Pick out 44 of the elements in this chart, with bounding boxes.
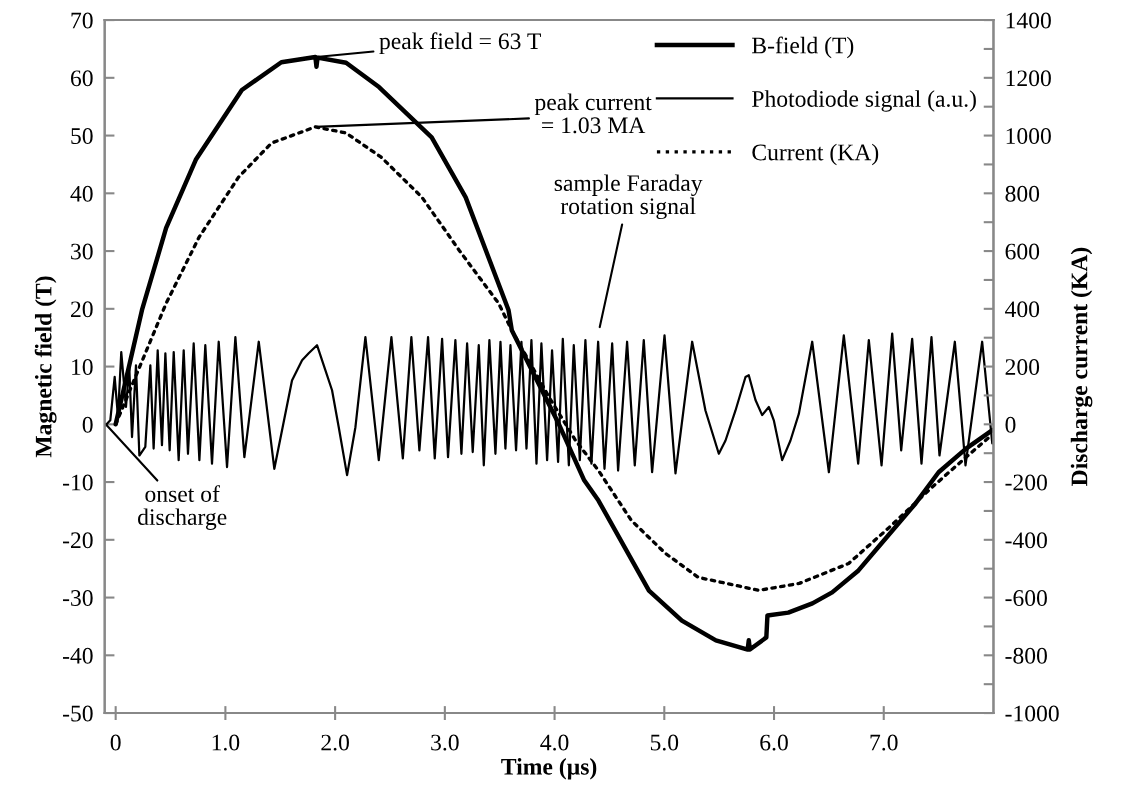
y2-tick-label: 200 xyxy=(1005,359,1040,375)
y-tick-label: 40 xyxy=(70,185,93,202)
y2-tick-label: 0 xyxy=(1005,416,1016,433)
x-tick-label: 2.0 xyxy=(321,734,349,751)
y2-tick-label: -800 xyxy=(1005,647,1047,664)
y2-tick-label: 400 xyxy=(1005,301,1040,318)
y-tick-label: -30 xyxy=(62,590,93,606)
y2-tick-label: 1200 xyxy=(1006,70,1051,87)
x-tick-label: 6.0 xyxy=(760,734,788,751)
y-tick-label: 20 xyxy=(71,301,93,318)
y-tick-label: 60 xyxy=(70,70,93,87)
y-tick-label: 70 xyxy=(71,12,93,29)
y-axis-title: Magnetic field (T) xyxy=(34,276,57,458)
y2-axis-title: Discharge current (KA) xyxy=(1070,247,1093,486)
legend-label: B-field (T) xyxy=(752,36,854,59)
y2-tick-label: -200 xyxy=(1005,474,1047,491)
annotation: sample Faraday rotation signal xyxy=(554,174,703,220)
x-tick-label: 0 xyxy=(110,734,121,751)
y-tick-label: -10 xyxy=(62,474,93,491)
legend-label: Current (KA) xyxy=(752,143,879,166)
y-tick-label: -50 xyxy=(62,705,93,722)
y-tick-label: -20 xyxy=(62,532,93,549)
x-axis-title: Time (µs) xyxy=(501,758,597,780)
y2-tick-label: -400 xyxy=(1005,532,1047,549)
x-tick-label: 4.0 xyxy=(540,734,569,751)
y2-tick-label: 600 xyxy=(1005,243,1040,260)
x-tick-label: 1.0 xyxy=(212,734,240,751)
x-tick-label: 7.0 xyxy=(870,734,898,751)
y2-tick-label: 1400 xyxy=(1006,12,1051,29)
y2-tick-label: -600 xyxy=(1005,590,1047,606)
x-tick-label: 5.0 xyxy=(650,734,679,751)
y-tick-label: 10 xyxy=(72,359,93,375)
y-tick-label: -40 xyxy=(62,647,93,664)
y-tick-label: 50 xyxy=(71,128,93,144)
y-tick-label: 30 xyxy=(71,243,93,260)
legend-label: Photodiode signal (a.u.) xyxy=(752,90,976,112)
annotation: onset of discharge xyxy=(138,485,227,530)
y2-tick-label: 1000 xyxy=(1006,128,1051,144)
y-tick-label: 0 xyxy=(82,416,93,433)
annotation: peak current = 1.03 MA xyxy=(534,93,652,134)
x-tick-label: 3.0 xyxy=(431,734,459,751)
y2-tick-label: 800 xyxy=(1005,185,1040,202)
y2-tick-label: -1000 xyxy=(1005,705,1059,722)
annotation: peak field = 63 T xyxy=(379,32,541,54)
